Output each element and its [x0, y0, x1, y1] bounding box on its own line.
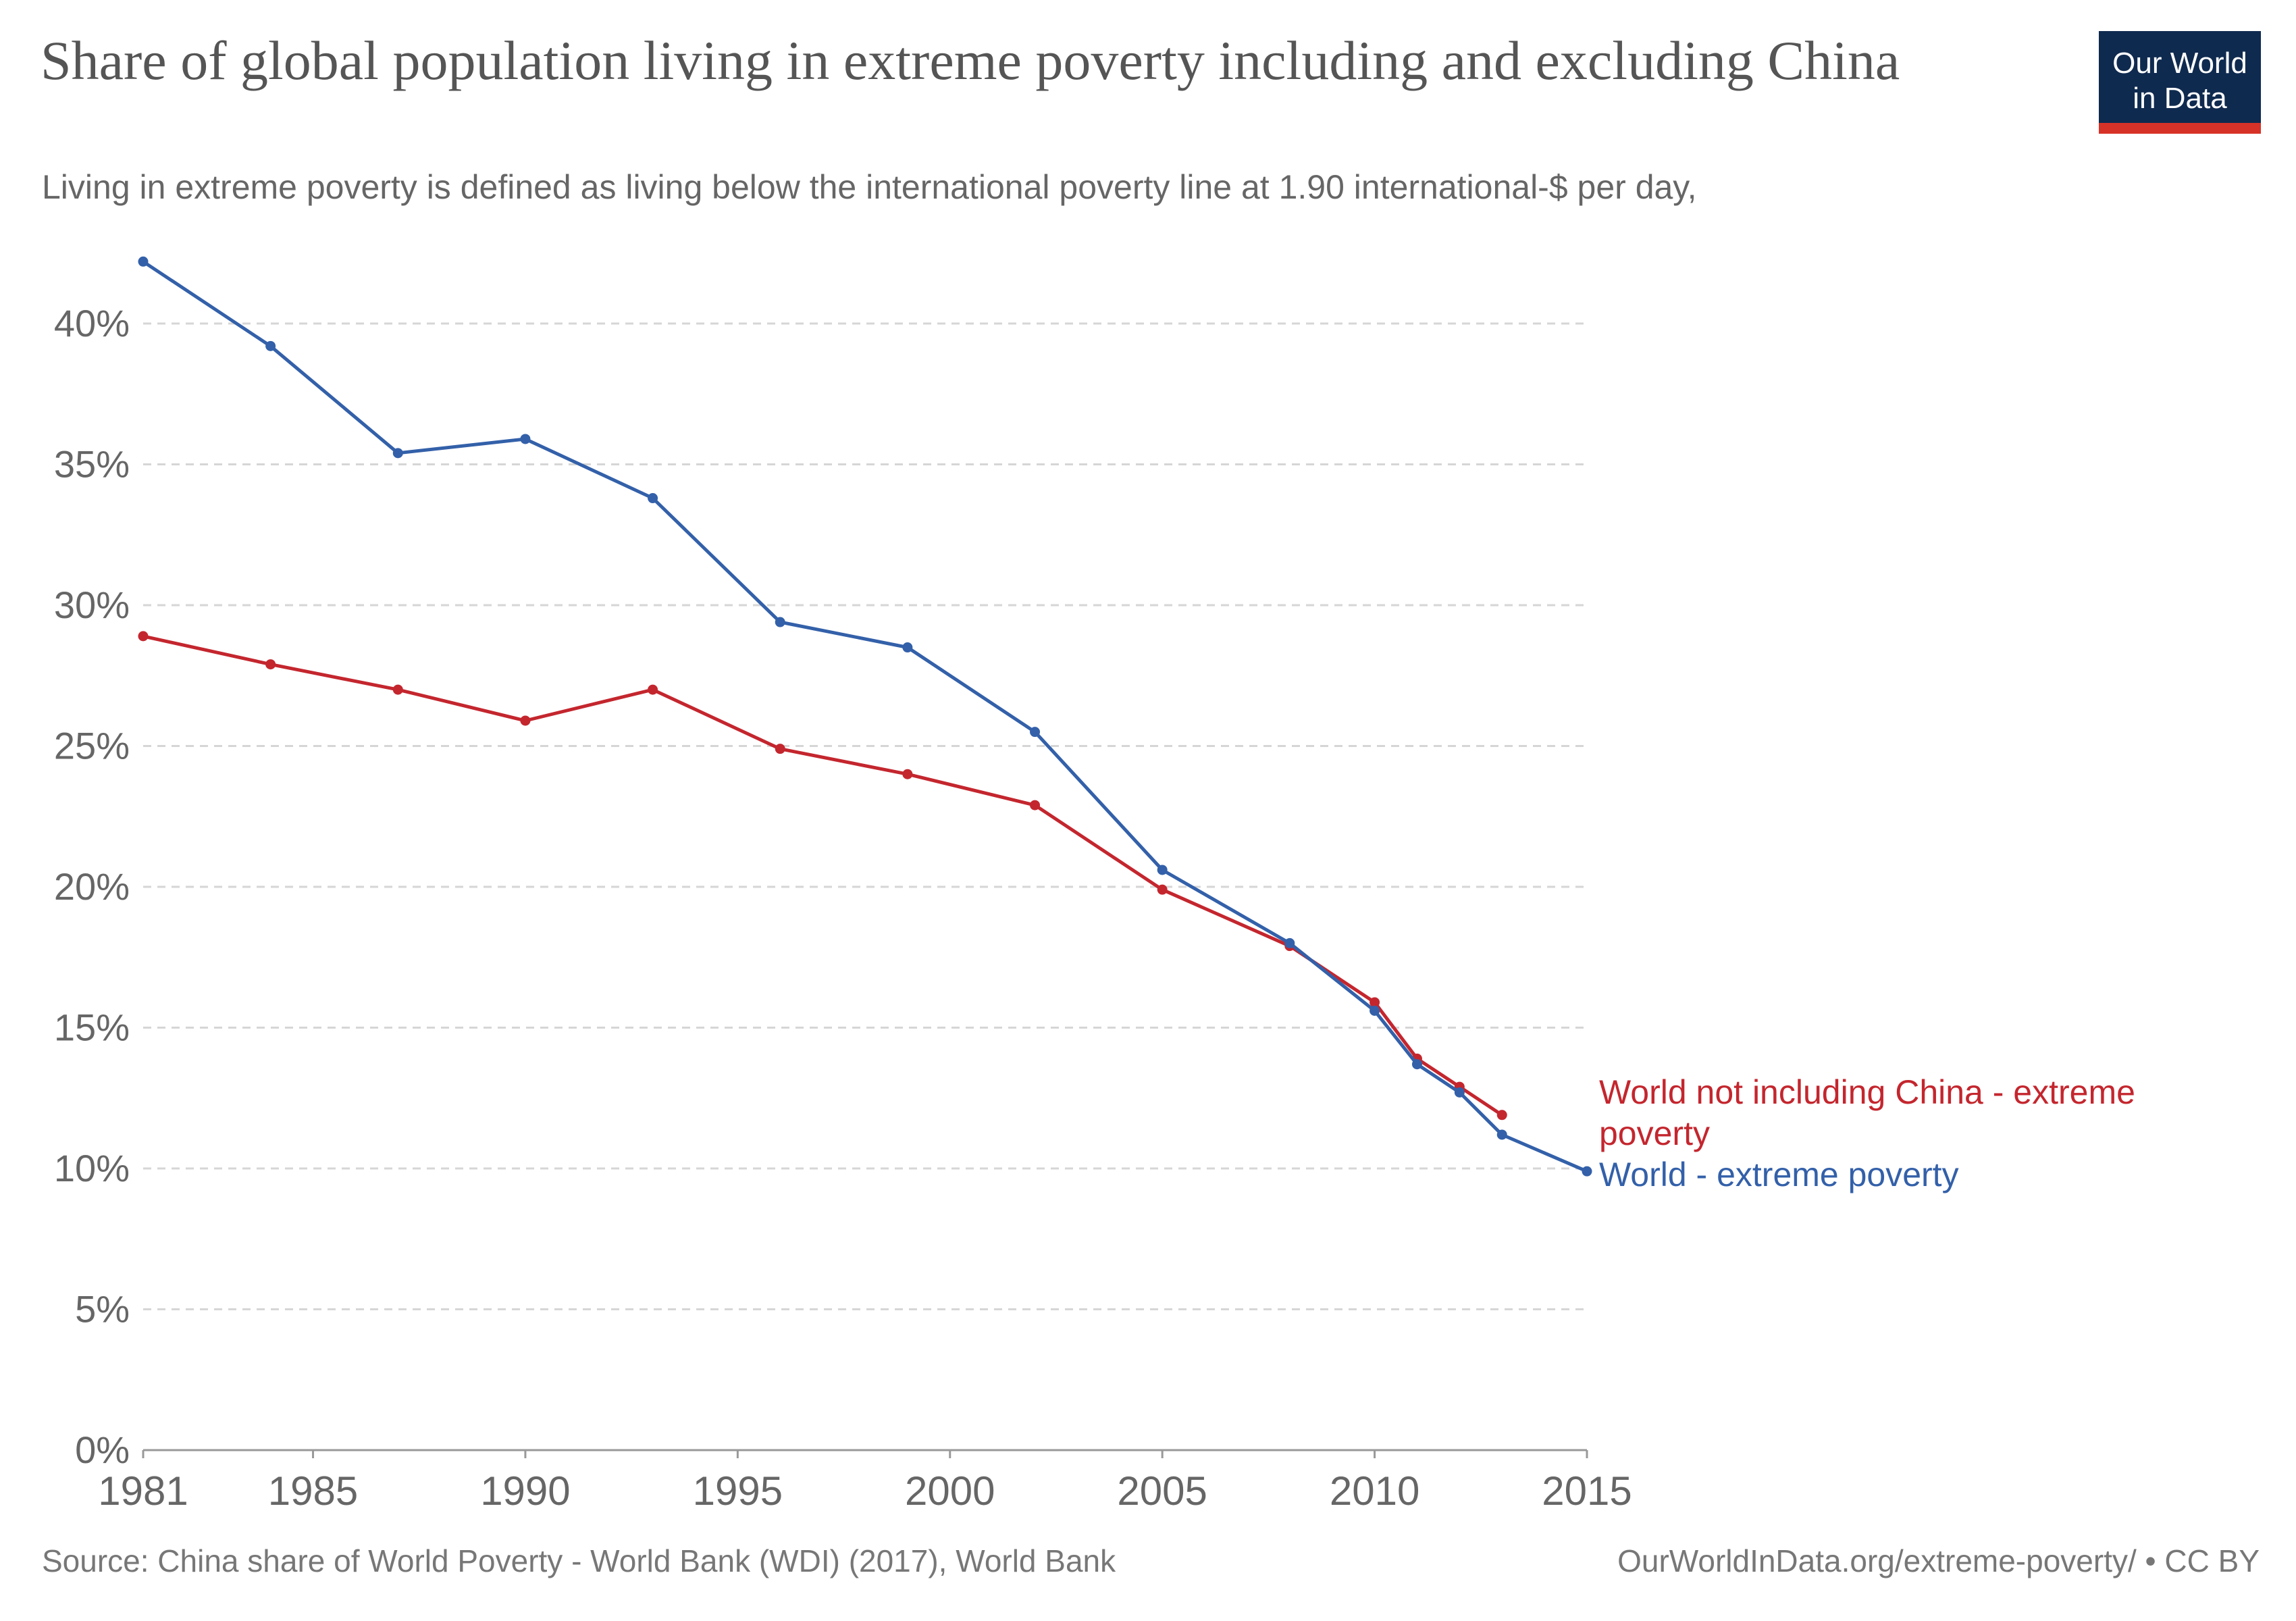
data-point[interactable] [1284, 937, 1295, 948]
x-tick-label: 2015 [1542, 1468, 1632, 1514]
data-point[interactable] [392, 448, 403, 459]
data-point[interactable] [520, 715, 531, 726]
data-point[interactable] [1496, 1110, 1507, 1121]
data-point[interactable] [648, 493, 658, 504]
logo-accent-bar [2099, 123, 2261, 134]
series-world[interactable] [138, 256, 1592, 1177]
y-tick-label: 40% [54, 302, 130, 344]
y-tick-label: 10% [54, 1147, 130, 1189]
y-tick-label: 25% [54, 725, 130, 767]
y-tick-label: 5% [75, 1288, 130, 1331]
y-tick-label: 20% [54, 865, 130, 908]
data-point[interactable] [1496, 1129, 1507, 1140]
data-point[interactable] [265, 340, 276, 351]
license-link[interactable]: OurWorldInData.org/extreme-poverty/ • CC… [1617, 1543, 2260, 1578]
data-point[interactable] [138, 256, 149, 267]
series-line [142, 634, 1503, 1116]
data-point[interactable] [392, 684, 403, 695]
series-line [142, 260, 1588, 1173]
axis-layer: 0% 5% 10% 15% 20% 25% 30% 35% 40% 1981 1985 1990 199… [54, 302, 1632, 1514]
series-label-layer: World not including China - extreme pover… [1599, 1073, 2135, 1193]
data-point[interactable] [1030, 800, 1041, 810]
y-tick-label: 30% [54, 584, 130, 626]
data-point[interactable] [1411, 1059, 1422, 1070]
series-label-world: World - extreme poverty [1599, 1156, 1959, 1193]
x-tick-label: 1995 [693, 1468, 783, 1514]
data-point[interactable] [1582, 1166, 1592, 1177]
data-point[interactable] [138, 631, 149, 642]
chart-subtitle: Living in extreme poverty is defined as … [42, 168, 1697, 206]
series-label-world-excluding-china: World not including China - extreme pover… [1599, 1073, 2135, 1152]
data-point[interactable] [775, 744, 785, 754]
x-tick-label: 1990 [480, 1468, 570, 1514]
data-point[interactable] [1157, 884, 1168, 895]
data-point[interactable] [1369, 1005, 1380, 1016]
our-world-in-data-logo[interactable]: Our World in Data [2099, 31, 2261, 134]
data-point[interactable] [775, 617, 785, 627]
data-point[interactable] [648, 684, 658, 695]
y-tick-label: 15% [54, 1006, 130, 1049]
x-tick-label: 2010 [1330, 1468, 1419, 1514]
y-tick-label: 35% [54, 443, 130, 486]
chart-title: Share of global population living in ext… [41, 30, 1900, 91]
x-tick-label: 2005 [1117, 1468, 1207, 1514]
data-point[interactable] [902, 642, 913, 653]
data-point[interactable] [265, 659, 276, 670]
logo-text-line2: in Data [2133, 82, 2227, 115]
data-point[interactable] [1157, 865, 1168, 875]
logo-text-line1: Our World [2112, 47, 2247, 80]
data-point[interactable] [520, 434, 531, 444]
data-point[interactable] [1369, 997, 1380, 1008]
source-note: Source: China share of World Poverty - W… [42, 1543, 1116, 1578]
x-tick-label: 2000 [905, 1468, 995, 1514]
series-world-excluding-china[interactable] [138, 631, 1507, 1121]
y-tick-label: 0% [75, 1429, 130, 1471]
data-point[interactable] [902, 769, 913, 779]
data-point[interactable] [1454, 1087, 1465, 1098]
series-layer [138, 256, 1592, 1177]
data-point[interactable] [1030, 727, 1041, 738]
x-tick-label: 1981 [98, 1468, 188, 1514]
x-tick-label: 1985 [268, 1468, 358, 1514]
grid-layer [143, 322, 1587, 1310]
